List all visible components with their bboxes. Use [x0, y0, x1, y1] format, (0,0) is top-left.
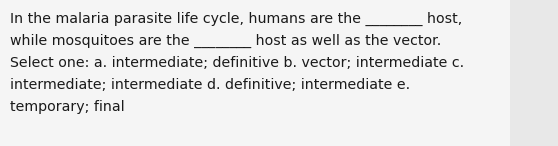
- Text: while mosquitoes are the ________ host as well as the vector.: while mosquitoes are the ________ host a…: [10, 34, 441, 48]
- Bar: [510, 0, 558, 146]
- Text: Select one: a. intermediate; definitive b. vector; intermediate c.: Select one: a. intermediate; definitive …: [10, 56, 464, 70]
- Text: intermediate; intermediate d. definitive; intermediate e.: intermediate; intermediate d. definitive…: [10, 78, 410, 92]
- Text: temporary; final: temporary; final: [10, 100, 124, 114]
- Text: In the malaria parasite life cycle, humans are the ________ host,: In the malaria parasite life cycle, huma…: [10, 12, 462, 26]
